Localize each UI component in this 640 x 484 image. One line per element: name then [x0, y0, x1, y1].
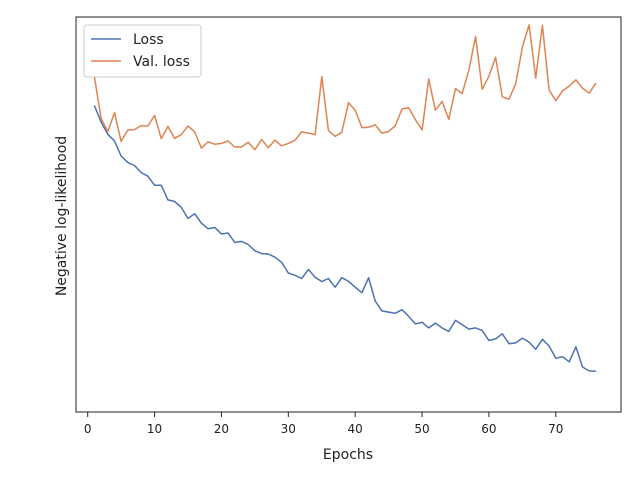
series-layer [93, 24, 597, 373]
x-tick-label: 70 [548, 422, 563, 436]
x-tick-label: 60 [481, 422, 496, 436]
legend-label-loss: Loss [133, 32, 164, 48]
series-line-val-loss [93, 24, 597, 151]
y-axis-label: Negative log-likelihood [54, 136, 70, 296]
x-tick-label: 30 [281, 422, 296, 436]
series-line-loss [93, 105, 596, 373]
x-tick-label: 40 [348, 422, 363, 436]
x-tick-label: 50 [414, 422, 429, 436]
x-tick-label: 20 [214, 422, 229, 436]
x-tick-label: 10 [147, 422, 162, 436]
x-tick-label: 0 [84, 422, 92, 436]
x-axis-ticks: 0 10 20 30 40 50 60 70 [84, 412, 563, 436]
plot-area-frame [75, 16, 622, 413]
x-axis-label: Epochs [323, 447, 373, 463]
legend: Loss Val. loss [83, 24, 202, 78]
legend-label-val-loss: Val. loss [133, 54, 190, 70]
legend-box [83, 24, 202, 78]
